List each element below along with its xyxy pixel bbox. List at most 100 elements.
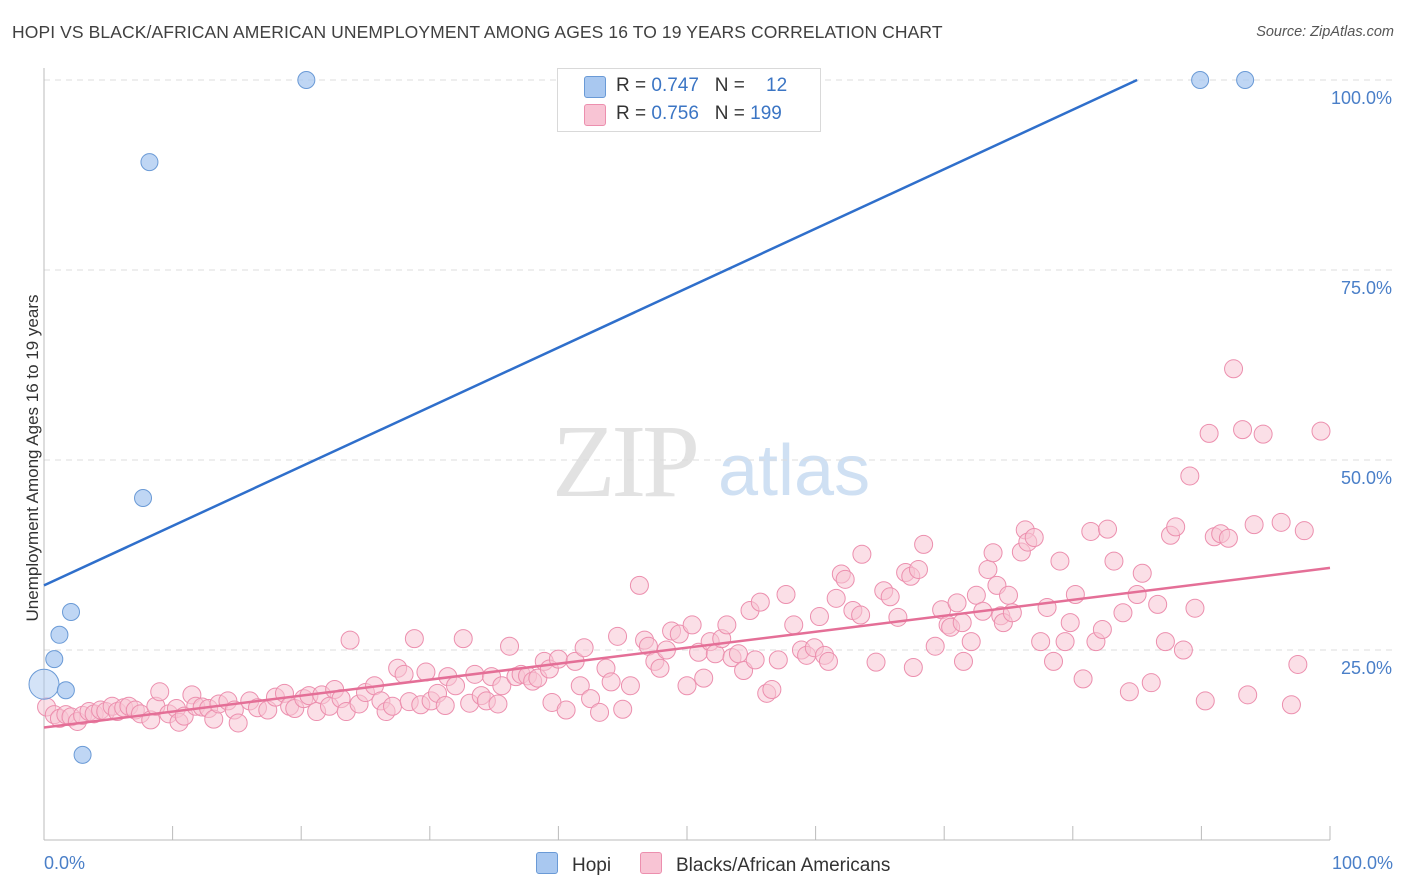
data-point-hopi: [50, 625, 69, 644]
data-point-blacks: [570, 676, 590, 696]
data-point-blacks: [784, 615, 804, 635]
data-point-blacks: [880, 587, 900, 607]
legend-r-label: R =: [616, 103, 647, 124]
data-point-blacks: [966, 585, 986, 605]
bottom-legend-blacks: Blacks/African Americans: [640, 852, 890, 877]
data-point-blacks: [768, 650, 788, 670]
data-point-blacks: [446, 676, 466, 696]
data-point-blacks: [888, 607, 908, 627]
x-tick-label-start: 0.0%: [44, 853, 85, 873]
data-point-hopi: [140, 153, 159, 172]
data-point-blacks: [1141, 673, 1161, 693]
data-point-hopi: [28, 668, 60, 700]
data-point-blacks: [1224, 359, 1244, 379]
data-point-hopi: [56, 681, 75, 700]
data-point-blacks: [383, 696, 403, 716]
data-point-blacks: [435, 695, 455, 715]
data-point-blacks: [908, 559, 928, 579]
data-point-blacks: [556, 700, 576, 720]
data-point-blacks: [488, 694, 508, 714]
data-point-blacks: [669, 624, 689, 644]
tick-labels: 25.0% 50.0% 75.0% 100.0% 0.0% 100.0%: [44, 88, 1393, 873]
legend-n-value: 199: [750, 103, 782, 124]
data-point-blacks: [947, 593, 967, 613]
bottom-legend-label-hopi: Hopi: [572, 855, 612, 876]
data-point-blacks: [1155, 632, 1175, 652]
data-point-blacks: [650, 658, 670, 678]
data-point-blacks: [999, 585, 1018, 605]
data-point-blacks: [983, 543, 1003, 563]
series-hopi: [28, 71, 1255, 764]
data-point-blacks: [914, 534, 934, 554]
data-point-blacks: [776, 585, 796, 605]
legend-r-label: R =: [616, 75, 647, 96]
data-point-blacks: [1073, 669, 1093, 689]
data-point-blacks: [1233, 420, 1253, 440]
data-point-blacks: [1081, 521, 1101, 541]
data-point-hopi: [62, 603, 81, 621]
legend-n-label: N =: [714, 75, 745, 96]
data-point-blacks: [762, 680, 782, 700]
data-point-blacks: [1199, 423, 1219, 443]
data-point-blacks: [745, 650, 765, 670]
data-point-blacks: [1024, 528, 1044, 548]
y-tick-label: 25.0%: [1341, 658, 1392, 678]
data-point-blacks: [809, 607, 829, 627]
data-point-blacks: [1113, 603, 1133, 623]
watermark-atlas: atlas: [718, 431, 871, 511]
data-point-blacks: [851, 605, 871, 625]
data-point-blacks: [1104, 551, 1124, 571]
legend: R = 0.747 N = 12 R = 0.756 N = 199: [557, 68, 821, 132]
data-point-blacks: [613, 699, 633, 719]
trend-lines: [43, 78, 1331, 729]
trend-line-blacks: [43, 566, 1331, 729]
data-point-blacks: [1050, 551, 1070, 571]
legend-swatch-hopi: [584, 76, 606, 98]
data-point-blacks: [1148, 594, 1168, 614]
y-tick-label: 100.0%: [1331, 88, 1392, 108]
data-point-blacks: [404, 629, 424, 649]
chart-title: HOPI VS BLACK/AFRICAN AMERICAN UNEMPLOYM…: [12, 22, 943, 42]
data-point-blacks: [1044, 651, 1064, 671]
data-point-blacks: [1244, 515, 1264, 535]
data-point-blacks: [1253, 424, 1273, 444]
data-point-hopi: [1236, 71, 1255, 89]
data-point-hopi: [297, 71, 316, 89]
data-point-blacks: [1127, 585, 1147, 605]
data-point-blacks: [394, 664, 414, 684]
data-point-blacks: [492, 676, 512, 696]
data-point-hopi: [134, 489, 153, 507]
legend-n-label: N =: [714, 103, 745, 124]
trend-line-hopi: [43, 78, 1138, 587]
data-point-blacks: [952, 613, 972, 633]
data-point-blacks: [1180, 466, 1200, 486]
data-point-blacks: [1031, 632, 1051, 652]
data-point-blacks: [1132, 563, 1152, 583]
data-point-hopi: [1191, 71, 1210, 89]
data-point-blacks: [826, 588, 846, 608]
data-point-blacks: [1195, 691, 1215, 711]
source-label: Source: ZipAtlas.com: [1256, 24, 1394, 40]
data-point-blacks: [682, 615, 702, 635]
bottom-legend-label-blacks: Blacks/African Americans: [676, 855, 891, 876]
data-point-blacks: [340, 630, 360, 650]
legend-r-value: 0.756: [651, 103, 699, 124]
data-point-blacks: [835, 569, 855, 589]
data-point-blacks: [866, 652, 886, 672]
series-blacks-african-americans: [37, 359, 1331, 733]
bottom-legend-hopi: Hopi: [536, 852, 611, 877]
data-point-blacks: [150, 682, 170, 702]
data-point-blacks: [581, 689, 601, 709]
data-point-blacks: [1311, 421, 1331, 441]
data-point-blacks: [978, 559, 998, 579]
data-point-blacks: [228, 713, 248, 733]
data-point-blacks: [1281, 695, 1301, 715]
data-point-hopi: [73, 745, 92, 764]
data-point-blacks: [1098, 519, 1118, 539]
y-axis-title: Unemployment Among Ages 16 to 19 years: [23, 295, 42, 622]
data-point-blacks: [1185, 598, 1205, 618]
data-point-blacks: [500, 636, 520, 656]
grid-lines: [44, 79, 1392, 651]
data-point-blacks: [608, 626, 628, 646]
data-point-blacks: [694, 668, 714, 688]
